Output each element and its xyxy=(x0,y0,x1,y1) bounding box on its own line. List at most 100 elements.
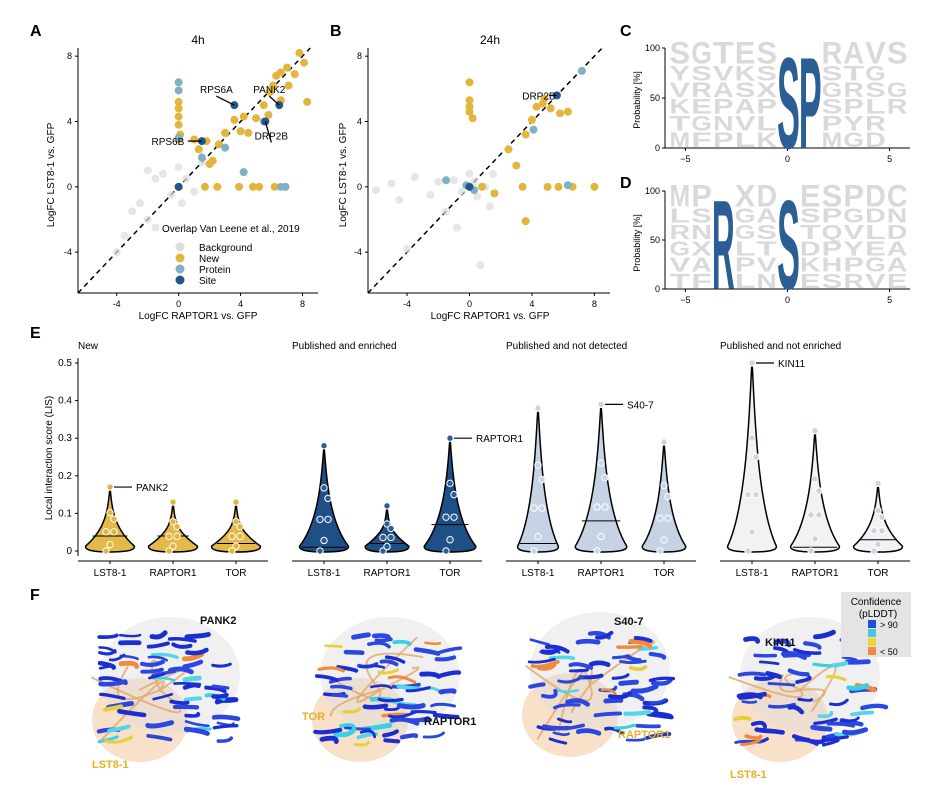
structure-ribbon xyxy=(625,737,646,742)
structure-ribbon xyxy=(183,726,210,736)
structure-ribbon xyxy=(211,662,232,668)
violin-point xyxy=(597,532,605,541)
logo-background-letter: G xyxy=(843,206,864,228)
confidence-legend: Confidence (pLDDT) > 90 < 50 xyxy=(841,592,911,657)
point-protein xyxy=(239,168,248,177)
point-background xyxy=(182,174,191,183)
logo-y-tick-label: 50 xyxy=(650,93,660,103)
structure-ribbon xyxy=(554,688,580,694)
violin-point xyxy=(379,533,387,542)
structure-ribbon xyxy=(824,735,849,742)
structure-ribbon xyxy=(741,700,758,704)
confidence-swatch-high xyxy=(868,629,876,637)
scatter-plot-area-24h: -4 0 4 8 -4 0 4 8 DRP2B xyxy=(354,47,610,309)
violin-point xyxy=(316,515,324,524)
structure-ribbon xyxy=(648,676,676,683)
structure-ribbon xyxy=(324,644,343,649)
violin-point xyxy=(660,536,668,544)
logo-background-letter: P xyxy=(843,96,864,119)
point-new xyxy=(556,109,565,118)
point-new xyxy=(300,58,309,67)
point-background xyxy=(112,248,121,257)
violin-point xyxy=(106,540,114,549)
point-background xyxy=(452,223,461,232)
violin-point xyxy=(744,490,752,499)
structure-ribbon xyxy=(104,735,133,744)
structure-ribbon xyxy=(387,675,417,684)
point-new xyxy=(276,68,285,77)
logo-background-letter: L xyxy=(735,238,756,260)
structure-ribbon xyxy=(619,659,647,665)
point-new xyxy=(259,101,268,110)
structure-ribbon xyxy=(383,738,401,744)
structure-ribbon xyxy=(99,692,126,701)
annotation-leader xyxy=(268,95,280,106)
structure-ribbon xyxy=(147,655,169,662)
structure-ribbon xyxy=(422,731,445,739)
structure-ribbon xyxy=(140,667,164,674)
structure-ribbon xyxy=(544,644,570,654)
structure-ribbon xyxy=(624,654,642,663)
point-new xyxy=(465,107,474,116)
logo-background-letter: E xyxy=(800,178,821,213)
structure-ribbon xyxy=(362,703,389,710)
violin-point xyxy=(320,484,328,492)
structure-ribbon xyxy=(648,651,667,660)
violin-category-label: RAPTOR1 xyxy=(149,568,196,579)
structure-ribbon xyxy=(773,638,792,648)
point-new xyxy=(284,81,293,90)
violin-point xyxy=(383,542,391,551)
violin-point xyxy=(110,528,118,536)
violin-shape xyxy=(726,362,778,553)
logo-background-letter: C xyxy=(887,178,908,213)
structure-ribbon xyxy=(185,647,209,656)
structure-ribbon xyxy=(529,638,551,646)
structure-ribbon xyxy=(396,702,426,710)
structure-ribbon xyxy=(817,710,834,719)
structure-ribbon xyxy=(850,710,874,717)
point-protein xyxy=(529,125,538,134)
structure-ribbon xyxy=(359,729,377,739)
structure-ribbon xyxy=(214,697,239,705)
point-background xyxy=(395,195,404,204)
point-new xyxy=(269,81,278,90)
point-new xyxy=(270,182,279,191)
logo-background-letter: P xyxy=(843,255,864,277)
violin-point xyxy=(807,547,815,555)
structure-ribbon xyxy=(211,714,241,722)
violin-shape xyxy=(147,502,199,553)
legend-label-new: New xyxy=(199,254,220,265)
structure-ribbon xyxy=(354,740,370,747)
structure-surface-partner xyxy=(522,673,618,757)
logo-background-letter: S xyxy=(756,62,777,85)
point-background xyxy=(410,173,419,182)
violin-point xyxy=(748,528,756,536)
logo-background-letter: R xyxy=(843,79,864,102)
annotation-label-pank2: PANK2 xyxy=(253,85,285,96)
logo-background-letter: R xyxy=(843,271,864,293)
violin-point xyxy=(450,513,458,521)
point-protein xyxy=(442,176,451,185)
point-background xyxy=(457,187,466,196)
violin-point xyxy=(874,506,882,515)
logo-background-letter: Y xyxy=(843,112,864,135)
logo-background-letter: S xyxy=(822,62,843,85)
structure-ribbon xyxy=(370,684,393,690)
logo-y-tick-label: 0 xyxy=(655,143,660,153)
point-background xyxy=(151,223,160,232)
structure-ribbon xyxy=(541,688,558,699)
violin-point xyxy=(165,532,173,541)
violin-point xyxy=(593,547,601,555)
logo-background-letter: K xyxy=(735,62,756,85)
scatter-plot-area-4h: -4 0 4 8 -4 0 4 8 RPS6A PANK2 DRP2B RPS6B xyxy=(64,47,318,309)
logo-background-letter: D xyxy=(887,222,908,244)
structure-ribbon xyxy=(182,675,202,683)
structure-ribbon xyxy=(593,711,622,718)
logo-background-letter: F xyxy=(691,271,712,293)
logo-background-letter: R xyxy=(887,96,908,119)
logo-background-letter: R xyxy=(670,222,691,244)
structure-ribbon xyxy=(840,716,860,723)
violin-annotation-kin11: KIN11 xyxy=(778,359,805,370)
structure-ribbon xyxy=(548,737,568,745)
logo-x-tick-label: 0 xyxy=(785,154,790,164)
